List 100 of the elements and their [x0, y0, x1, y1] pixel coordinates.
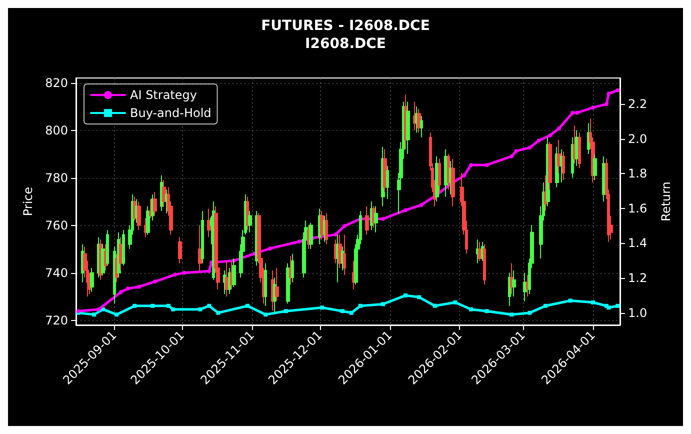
candlestick	[275, 268, 279, 302]
y-tick-label: 800	[45, 123, 68, 138]
candlestick	[417, 108, 421, 134]
point	[536, 138, 541, 143]
candlestick	[248, 210, 252, 233]
chart-title: FUTURES - I2608.DCE	[261, 18, 430, 34]
point	[101, 307, 106, 312]
point	[590, 300, 595, 304]
point	[616, 304, 620, 308]
candlestick	[571, 136, 574, 178]
y-axis-title: Price	[21, 186, 36, 216]
candlestick	[352, 260, 355, 290]
candlestick	[508, 272, 511, 306]
y2-tick-label: 1.2	[628, 271, 648, 286]
candlestick	[526, 274, 529, 297]
point	[320, 306, 324, 310]
candlestick	[341, 246, 344, 271]
point	[96, 307, 101, 312]
point	[173, 272, 178, 277]
candlestick	[483, 244, 486, 286]
point	[544, 304, 548, 308]
y-tick-label: 740	[45, 266, 68, 280]
candlestick	[413, 101, 416, 131]
candlestick	[149, 198, 152, 219]
candlestick	[557, 139, 561, 174]
point	[570, 110, 575, 115]
candlestick	[153, 192, 157, 216]
point	[119, 290, 124, 294]
point	[417, 295, 422, 300]
y2-tick-label: 2.2	[628, 97, 648, 112]
candlestick	[406, 101, 410, 154]
candlestick	[386, 165, 389, 200]
candlestick	[512, 270, 516, 297]
candlestick	[246, 196, 249, 230]
point	[404, 293, 408, 298]
candlestick	[264, 262, 267, 306]
point	[380, 216, 385, 221]
point	[568, 298, 572, 303]
candlestick	[365, 206, 369, 236]
candlestick	[338, 234, 342, 268]
legend-label: AI Strategy	[130, 88, 197, 102]
y2-tick-label: 1.8	[628, 166, 648, 181]
point	[484, 162, 489, 167]
candlestick	[562, 151, 565, 181]
point	[137, 284, 142, 289]
point	[528, 146, 532, 150]
point	[432, 304, 437, 308]
point	[198, 307, 202, 312]
point	[92, 312, 96, 317]
chart-subtitle: I2608.DCE	[305, 36, 386, 52]
point	[462, 173, 466, 178]
candlestick	[523, 272, 527, 302]
candlestick	[510, 262, 513, 295]
point	[246, 304, 250, 308]
point	[207, 304, 212, 308]
point	[349, 310, 354, 315]
candlestick	[438, 158, 441, 192]
y2-axis-title: Return	[659, 182, 673, 222]
point	[171, 307, 176, 312]
candlestick	[578, 132, 581, 169]
point	[606, 306, 611, 310]
candlestick	[178, 236, 182, 264]
y-tick-label: 780	[45, 170, 68, 185]
y2-tick-label: 2.0	[628, 132, 648, 146]
candlestick	[201, 210, 204, 264]
point	[484, 309, 489, 314]
point	[264, 312, 268, 317]
point	[150, 304, 155, 308]
point	[114, 312, 119, 317]
y2-tick-label: 1.6	[628, 201, 648, 216]
candlestick	[343, 234, 346, 276]
point	[340, 309, 344, 314]
point	[297, 240, 302, 244]
point	[616, 88, 620, 92]
point	[528, 310, 532, 315]
candlestick	[374, 206, 378, 233]
point	[132, 304, 137, 308]
point	[207, 269, 212, 274]
candlestick	[291, 253, 294, 283]
point	[126, 286, 130, 290]
point	[575, 110, 580, 115]
point	[284, 309, 288, 314]
candlestick	[137, 201, 141, 230]
candlestick	[225, 260, 229, 297]
candlestick	[198, 224, 202, 271]
candlestick	[451, 158, 455, 207]
point	[268, 246, 272, 250]
candlestick	[273, 277, 276, 314]
point	[166, 304, 171, 308]
point	[590, 106, 595, 110]
candlestick	[146, 206, 150, 236]
candlestick	[544, 174, 547, 212]
point	[469, 162, 474, 167]
point	[334, 232, 338, 237]
point	[453, 300, 458, 304]
point	[358, 304, 362, 308]
candlestick	[162, 180, 166, 207]
y2-tick-label: 1.0	[628, 306, 648, 320]
candlestick	[587, 122, 590, 154]
candlestick	[325, 212, 328, 245]
